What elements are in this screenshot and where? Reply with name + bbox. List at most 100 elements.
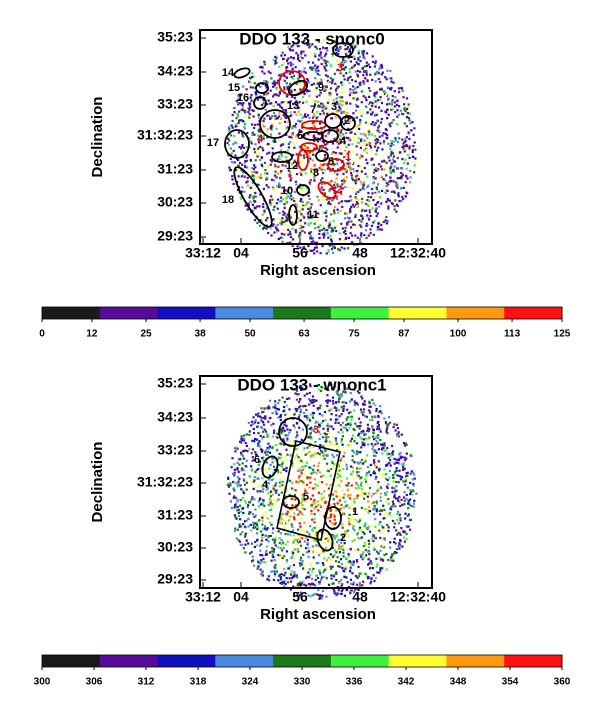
pixel [396,474,399,477]
pixel [307,397,311,401]
pixel [289,588,292,591]
pixel [240,147,243,150]
pixel [248,104,251,107]
pixel [299,88,302,91]
pixel [272,85,275,88]
pixel [301,537,304,540]
pixel [348,217,351,220]
pixel [303,530,306,533]
pixel [245,181,248,184]
pixel [249,511,252,514]
pixel [310,83,313,86]
pixel [246,154,249,157]
pixel [308,43,311,46]
pixel [292,63,295,66]
pixel [251,133,254,136]
pixel [286,434,289,437]
pixel [371,187,374,191]
pixel [387,498,390,501]
pixel [335,572,338,575]
pixel [380,223,383,227]
pixel [310,401,314,404]
pixel [309,231,313,234]
pixel [273,81,277,84]
pixel [240,467,244,470]
pixel [285,200,288,203]
pixel [356,467,359,470]
pixel [342,390,345,393]
pixel [355,507,358,510]
pixel [278,122,281,125]
pixel [398,547,401,550]
pixel [375,137,378,141]
pixel [332,402,335,405]
pixel [354,132,357,135]
pixel [390,152,393,155]
pixel [360,170,363,173]
pixel [255,523,258,526]
pixel [301,387,304,390]
pixel [328,440,331,443]
panel-title: DDO 133 - wnonc1 [237,375,386,394]
pixel [342,57,345,60]
pixel [257,412,260,415]
pixel [397,167,400,170]
pixel [255,521,259,524]
pixel [267,575,270,578]
pixel [331,251,335,254]
pixel [359,424,362,427]
pixel [325,47,329,50]
pixel [318,146,322,149]
pixel [269,201,272,204]
pixel [389,147,392,151]
pixel [340,413,343,416]
region-ellipse [300,142,318,152]
pixel [299,171,302,174]
colorbar-segment [215,307,274,319]
pixel [338,140,342,143]
pixel [337,168,340,171]
pixel [312,240,315,243]
pixel [264,511,267,514]
colorbar-segment [446,307,505,319]
pixel [385,430,388,433]
pixel [300,226,303,229]
pixel [380,228,384,231]
pixel [235,99,238,103]
pixel [257,467,260,471]
pixel [362,50,365,53]
pixel [316,469,319,472]
pixel [270,160,273,163]
pixel [272,527,275,530]
pixel [404,480,407,483]
pixel [354,196,357,199]
pixel [392,552,396,555]
pixel [313,478,316,481]
pixel [276,469,279,472]
pixel [395,469,398,472]
pixel [235,123,238,126]
pixel [350,241,353,244]
pixel [261,572,264,575]
pixel [356,202,359,205]
pixel [395,548,398,551]
pixel [289,216,292,219]
pixel [314,452,317,455]
pixel [276,79,279,82]
colorbar-segment [273,307,332,319]
pixel [341,205,344,208]
pixel [322,236,325,239]
pixel [385,500,388,503]
pixel [283,79,286,82]
pixel [264,169,267,172]
x-tick-label: 12:32:40 [390,589,446,605]
pixel [414,161,417,165]
pixel [346,429,349,432]
pixel [283,501,286,504]
pixel [338,105,341,108]
pixel [365,439,368,442]
pixel [409,454,412,457]
pixel [284,189,287,192]
pixel [393,90,396,93]
pixel [238,463,241,466]
